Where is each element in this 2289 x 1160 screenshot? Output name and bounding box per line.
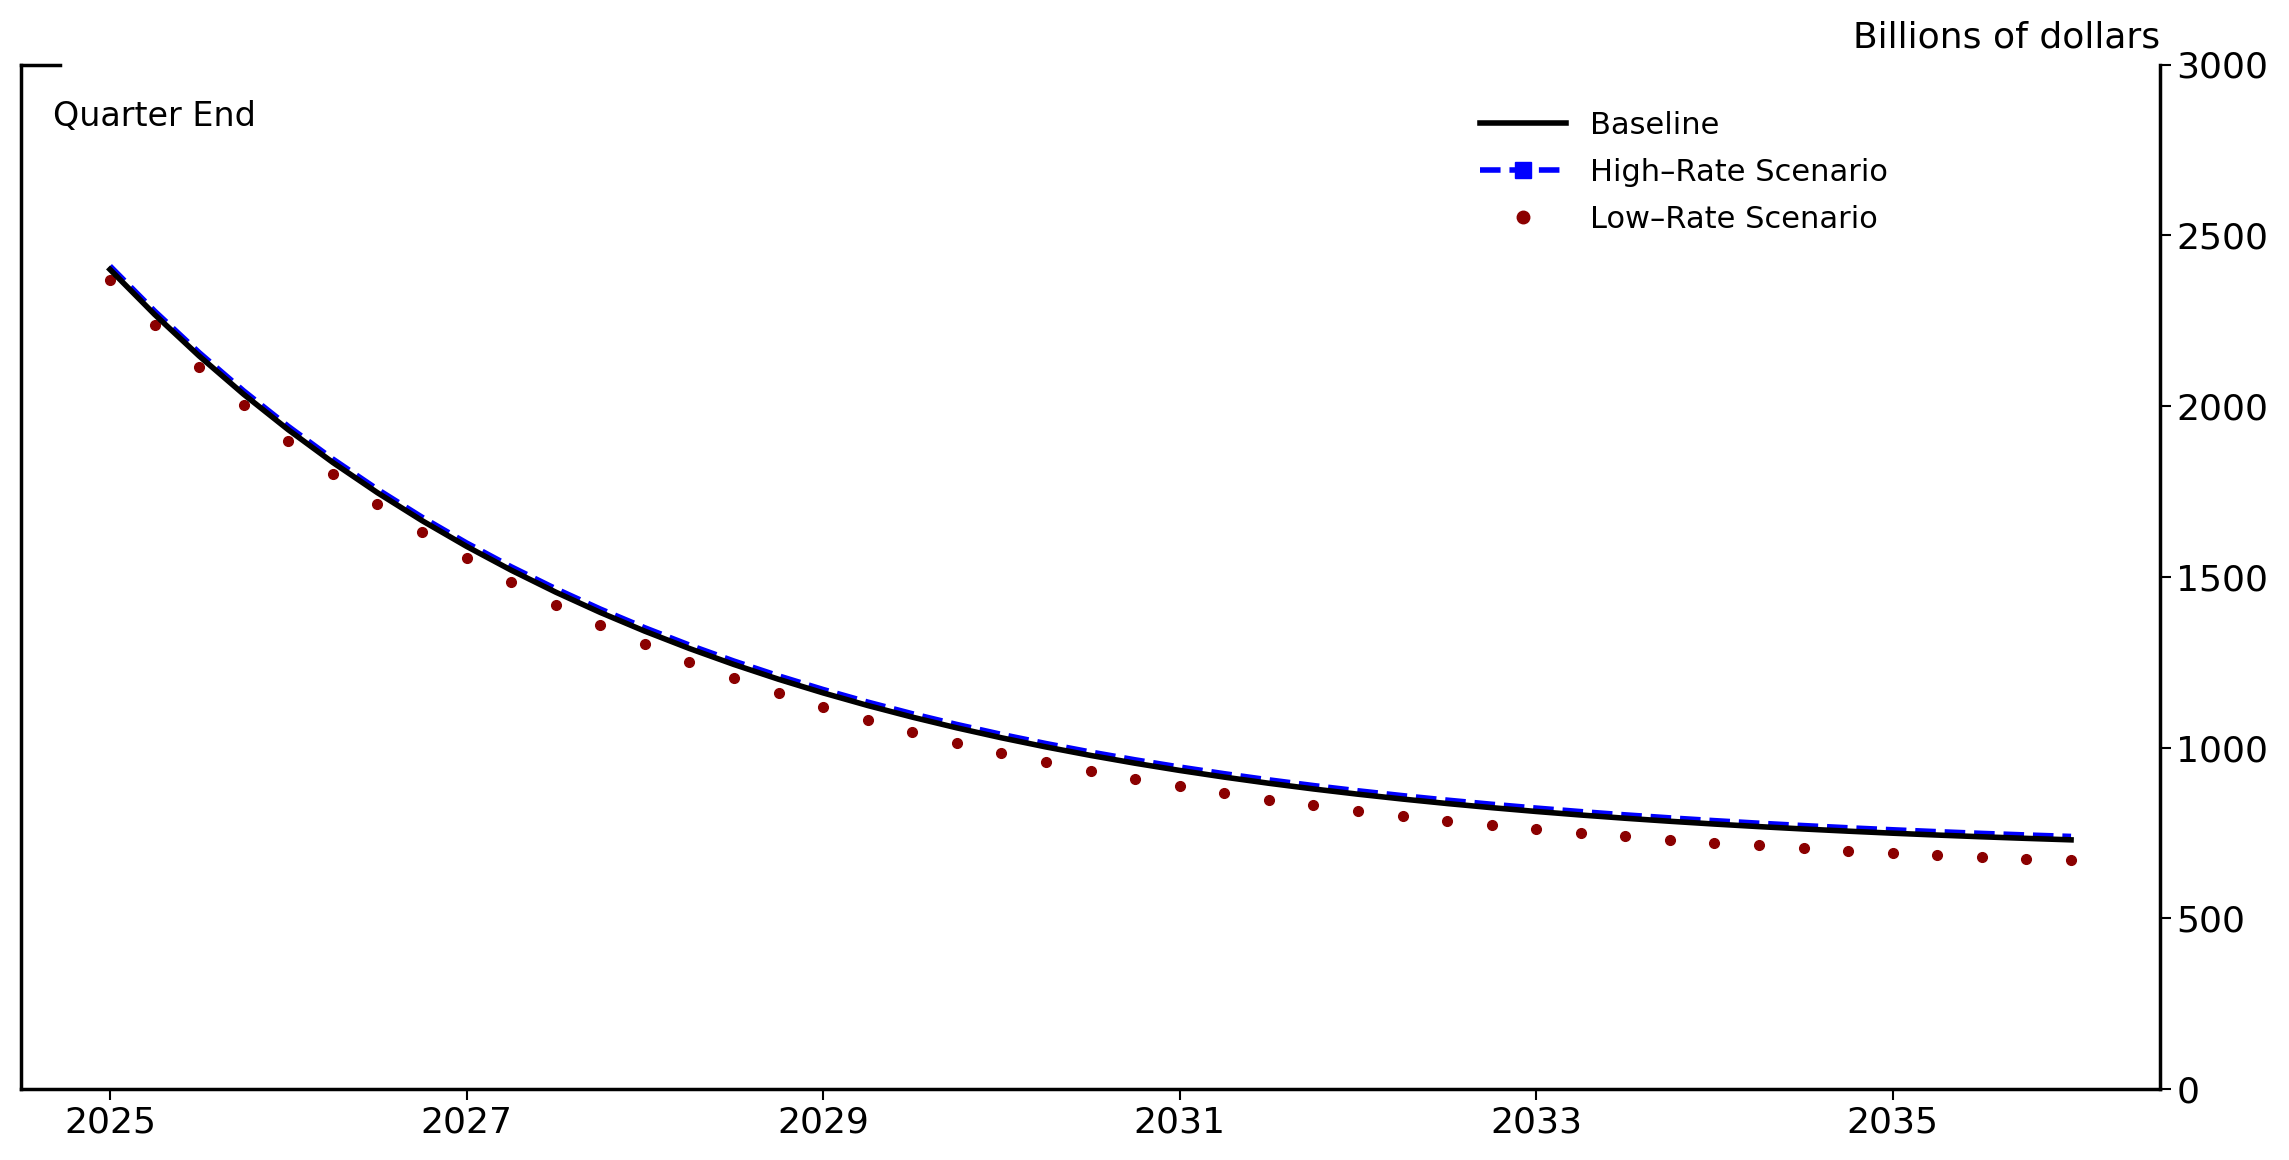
Text: Quarter End: Quarter End [53, 101, 256, 133]
Text: Billions of dollars: Billions of dollars [1854, 21, 2161, 55]
Legend: Baseline, High–Rate Scenario, Low–Rate Scenario: Baseline, High–Rate Scenario, Low–Rate S… [1481, 110, 1888, 234]
